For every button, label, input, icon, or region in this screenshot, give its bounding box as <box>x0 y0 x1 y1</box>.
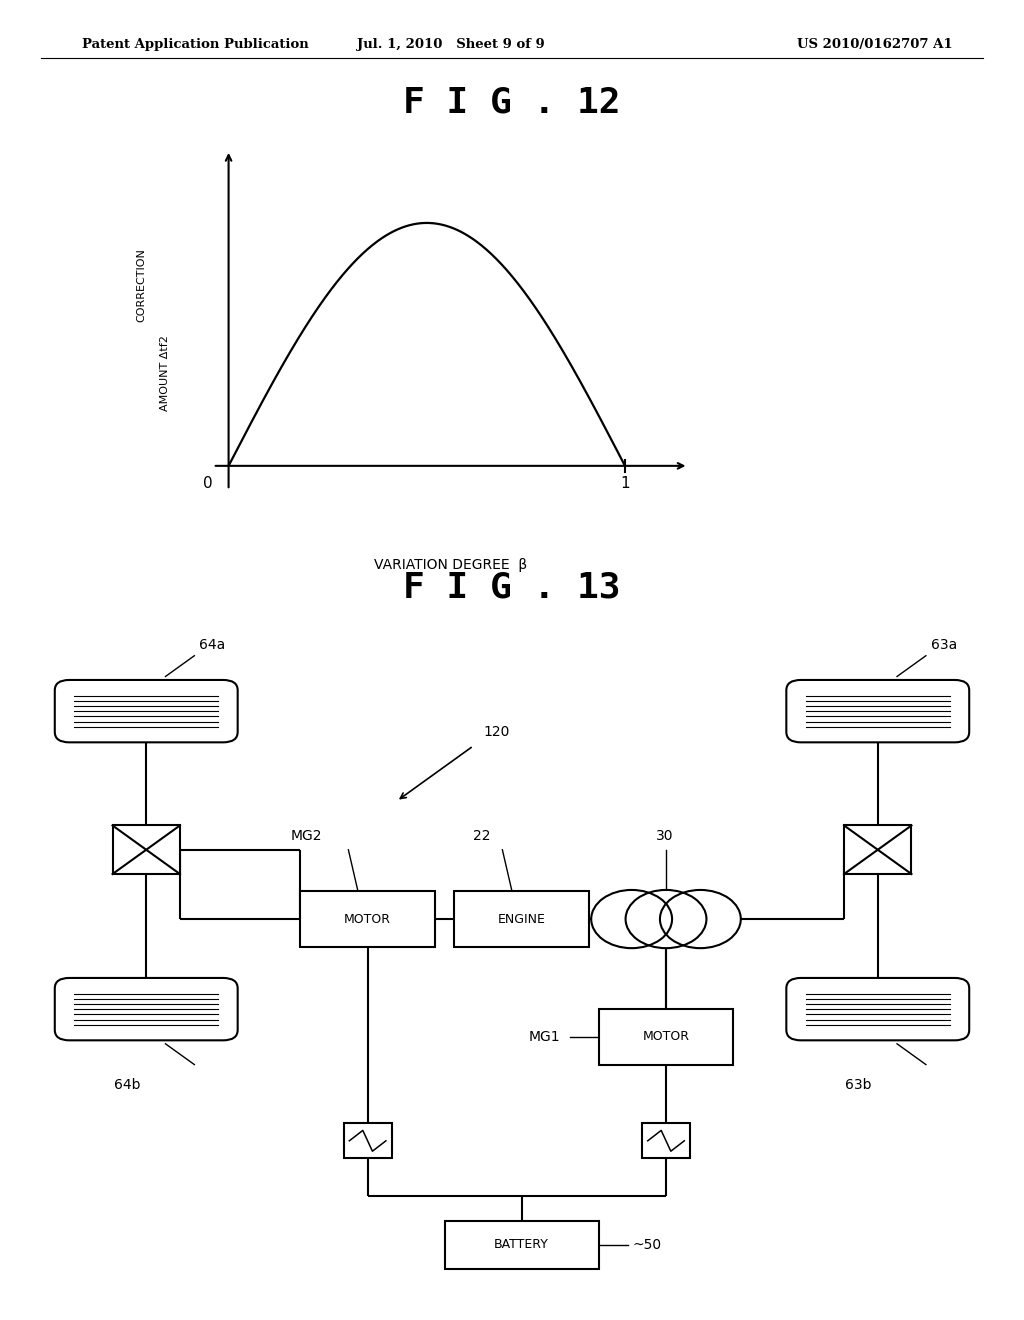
Text: 63a: 63a <box>931 639 957 652</box>
Text: AMOUNT Δtf2: AMOUNT Δtf2 <box>161 335 170 411</box>
Text: 64b: 64b <box>114 1078 140 1093</box>
Text: CORRECTION: CORRECTION <box>136 248 145 322</box>
Bar <box>444 1221 599 1269</box>
Bar <box>344 1123 391 1158</box>
Text: Jul. 1, 2010   Sheet 9 of 9: Jul. 1, 2010 Sheet 9 of 9 <box>356 38 545 51</box>
Text: ~50: ~50 <box>633 1238 662 1251</box>
Text: ENGINE: ENGINE <box>498 912 546 925</box>
Bar <box>113 825 180 874</box>
Text: F I G . 13: F I G . 13 <box>403 570 621 605</box>
Text: 30: 30 <box>656 829 674 842</box>
Text: Patent Application Publication: Patent Application Publication <box>82 38 308 51</box>
Text: 64a: 64a <box>199 639 225 652</box>
FancyBboxPatch shape <box>786 978 969 1040</box>
Text: MG2: MG2 <box>291 829 323 842</box>
Text: 63b: 63b <box>845 1078 871 1093</box>
FancyBboxPatch shape <box>786 680 969 742</box>
Text: US 2010/0162707 A1: US 2010/0162707 A1 <box>797 38 952 51</box>
Text: MOTOR: MOTOR <box>344 912 391 925</box>
Text: 1: 1 <box>621 475 630 491</box>
FancyBboxPatch shape <box>55 680 238 742</box>
Text: VARIATION DEGREE  β: VARIATION DEGREE β <box>374 558 527 572</box>
Text: 120: 120 <box>483 725 510 739</box>
Text: MOTOR: MOTOR <box>642 1031 689 1043</box>
FancyBboxPatch shape <box>55 978 238 1040</box>
Bar <box>844 825 911 874</box>
Text: 0: 0 <box>203 475 213 491</box>
Bar <box>300 891 435 946</box>
Bar <box>642 1123 690 1158</box>
Text: MG1: MG1 <box>528 1030 560 1044</box>
Text: F I G . 12: F I G . 12 <box>403 86 621 120</box>
Text: BATTERY: BATTERY <box>495 1238 549 1251</box>
Text: 22: 22 <box>473 829 490 842</box>
Bar <box>599 1008 733 1064</box>
Bar <box>455 891 589 946</box>
